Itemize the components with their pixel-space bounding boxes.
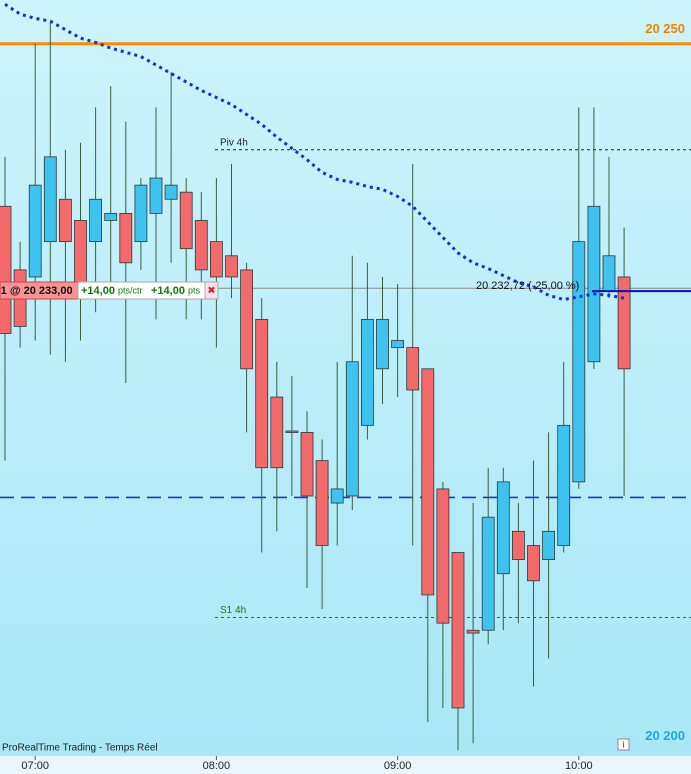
candle-body (376, 318, 389, 370)
candle-body (496, 481, 510, 575)
footer: ProRealTime Trading - Temps Réel (2, 743, 158, 754)
candle-body (59, 198, 72, 243)
candle-body (194, 220, 208, 271)
info-icon[interactable] (617, 738, 630, 751)
candle-body (436, 488, 450, 624)
candle-body (315, 460, 329, 546)
candle-body (149, 177, 163, 214)
x-tick-label: 08:00 (203, 760, 231, 772)
candle-body (134, 184, 148, 243)
level-label: Piv 4h (220, 137, 248, 148)
candle-body (255, 318, 269, 469)
candle-body (74, 220, 87, 285)
y-tick-label: 20 200 (645, 728, 685, 743)
order-label: -1 @ 20 233,00 (0, 285, 73, 297)
candle-body (43, 156, 57, 243)
candle-body (164, 184, 178, 200)
x-tick-label: 10:00 (565, 760, 593, 772)
x-tick-label: 07:00 (21, 760, 49, 772)
candle-body (466, 629, 480, 634)
candle-body (557, 424, 571, 546)
current-price-label: 20 232,72 (-25,00 %) (476, 280, 579, 292)
candle-body (451, 552, 465, 709)
candle-body (345, 361, 359, 497)
candle-body (104, 212, 118, 221)
y-tick-label: 20 250 (645, 21, 685, 36)
moving-average (4, 2, 625, 302)
candle-body (330, 488, 344, 504)
gain: +14,00 (151, 285, 185, 297)
candle-body (617, 276, 631, 370)
candle-body (225, 255, 238, 278)
level-label: S1 4h (220, 605, 246, 616)
gain-ctr: +14,00 (81, 285, 115, 297)
candle-body (0, 205, 12, 334)
candle-body (421, 368, 435, 596)
close-box[interactable] (204, 281, 219, 300)
x-axis-band (0, 756, 691, 774)
info-label[interactable]: i (623, 739, 625, 749)
candle-body (481, 516, 495, 631)
candle-body (406, 347, 420, 391)
candle-body (300, 432, 314, 497)
candle-body (512, 530, 525, 560)
candle-body (527, 545, 540, 582)
candle-body (270, 396, 284, 469)
candle-body (587, 205, 601, 363)
candle-body (89, 198, 102, 243)
candle-body (542, 530, 555, 560)
candle-body (119, 212, 133, 264)
close-order[interactable]: ✖ (207, 286, 215, 297)
candle-body (28, 184, 42, 278)
candle-body (391, 340, 405, 349)
candle-body (360, 318, 374, 426)
x-tick-label: 09:00 (384, 760, 412, 772)
candle-body (572, 241, 586, 483)
candle-body (209, 241, 223, 278)
unit-ctr: pts/ctr (118, 285, 143, 295)
candle-body (602, 255, 616, 292)
candle-body (285, 430, 299, 433)
unit: pts (188, 285, 201, 295)
candle-body (240, 269, 254, 370)
candle-body (179, 191, 193, 250)
plot-background (0, 0, 691, 756)
